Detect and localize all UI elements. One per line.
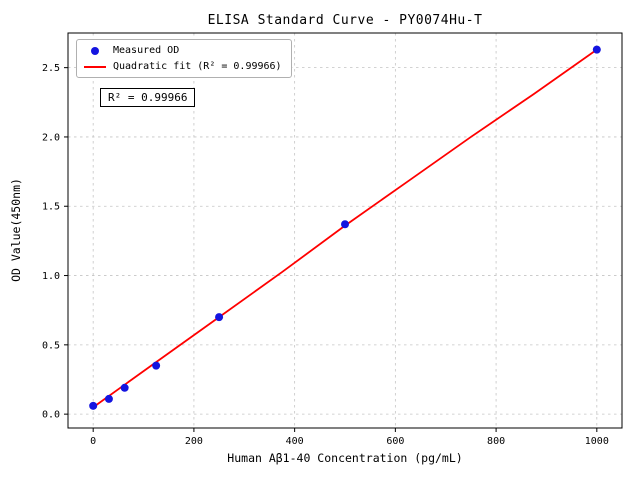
line-marker-icon — [84, 65, 106, 68]
svg-text:600: 600 — [386, 436, 404, 447]
r-squared-annotation: R² = 0.99966 — [100, 88, 196, 107]
svg-text:0: 0 — [90, 436, 96, 447]
legend: Measured OD Quadratic fit (R² = 0.99966) — [76, 39, 292, 78]
svg-text:800: 800 — [487, 436, 505, 447]
svg-text:0.5: 0.5 — [42, 340, 60, 351]
chart-title: ELISA Standard Curve - PY0074Hu-T — [207, 13, 483, 28]
legend-label-measured-od: Measured OD — [113, 45, 180, 56]
legend-label-quadratic-fit: Quadratic fit (R² = 0.99966) — [113, 61, 282, 72]
svg-text:1.0: 1.0 — [42, 271, 60, 282]
blue-dot-swatch — [91, 46, 99, 55]
scatter-marker-icon — [84, 46, 106, 55]
x-axis-label: Human Aβ1-40 Concentration (pg/mL) — [227, 451, 463, 465]
svg-text:2.0: 2.0 — [42, 132, 60, 143]
svg-text:200: 200 — [185, 436, 203, 447]
red-line-swatch — [84, 65, 106, 68]
svg-text:1.5: 1.5 — [42, 202, 60, 213]
svg-text:2.5: 2.5 — [42, 63, 60, 74]
y-axis-label: OD Value(450nm) — [9, 178, 23, 282]
svg-text:0.0: 0.0 — [42, 410, 60, 421]
legend-item-measured-od: Measured OD — [84, 45, 282, 56]
legend-item-quadratic-fit: Quadratic fit (R² = 0.99966) — [84, 61, 282, 72]
svg-text:400: 400 — [286, 436, 304, 447]
svg-text:1000: 1000 — [585, 436, 609, 447]
